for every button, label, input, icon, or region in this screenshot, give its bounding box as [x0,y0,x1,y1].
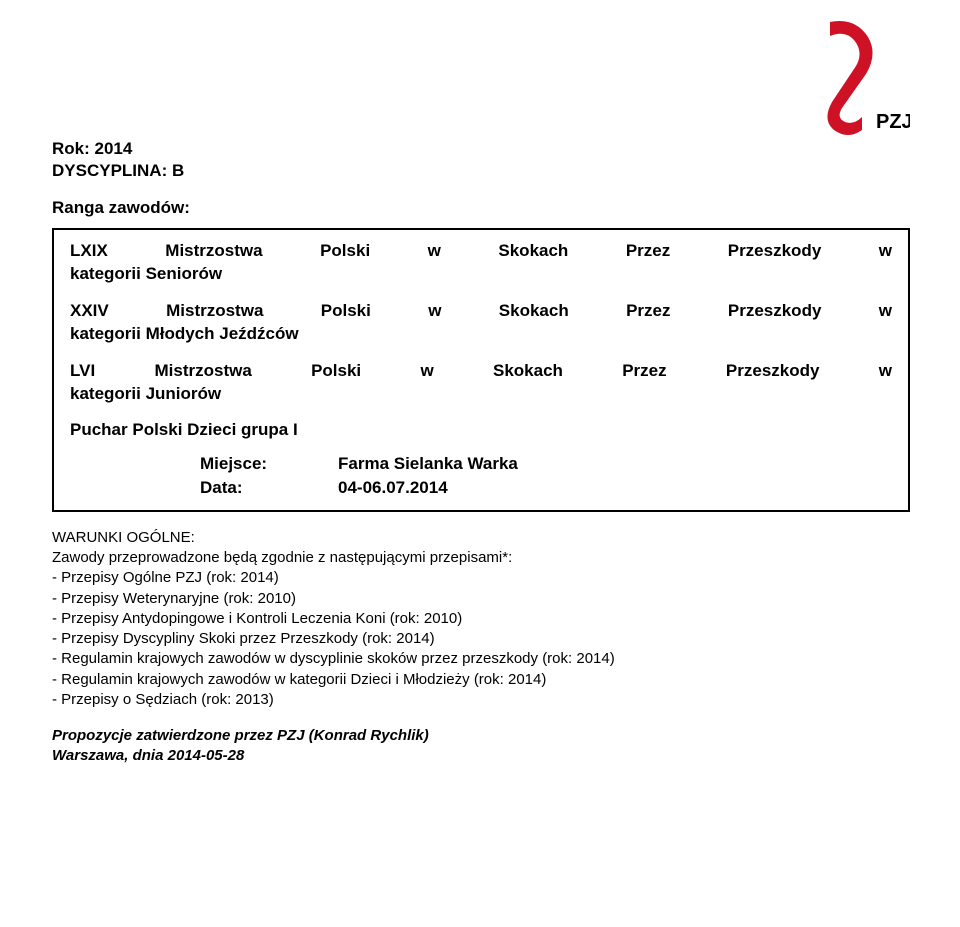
place-value: Farma Sielanka Warka [338,454,518,474]
footer-block: Propozycje zatwierdzone przez PZJ (Konra… [52,726,910,767]
event-3-line2: kategorii Juniorów [70,383,892,406]
condition-item: - Przepisy Antydopingowe i Kontroli Lecz… [52,609,910,629]
event-2-line1: XXIV Mistrzostwa Polski w Skokach Przez … [70,300,892,323]
event-1: LXIX Mistrzostwa Polski w Skokach Przez … [70,240,892,286]
condition-item: - Przepisy Weterynaryjne (rok: 2010) [52,589,910,609]
rok-label: Rok: [52,139,90,158]
event-3: LVI Mistrzostwa Polski w Skokach Przez P… [70,360,892,406]
rok-line: Rok: 2014 [52,138,910,160]
conditions-intro: Zawody przeprowadzone będą zgodnie z nas… [52,548,910,568]
event-box: LXIX Mistrzostwa Polski w Skokach Przez … [52,228,910,512]
date-label: Data: [200,478,320,498]
event-1-line1: LXIX Mistrzostwa Polski w Skokach Przez … [70,240,892,263]
header-block: Rok: 2014 DYSCYPLINA: B [52,138,910,182]
condition-item: - Regulamin krajowych zawodów w kategori… [52,670,910,690]
conditions-list: - Przepisy Ogólne PZJ (rok: 2014) - Prze… [52,568,910,710]
event-1-line2: kategorii Seniorów [70,263,892,286]
pzj-logo: PZJ [790,12,910,157]
event-2: XXIV Mistrzostwa Polski w Skokach Przez … [70,300,892,346]
conditions-block: WARUNKI OGÓLNE: Zawody przeprowadzone bę… [52,528,910,569]
condition-item: - Przepisy Dyscypliny Skoki przez Przesz… [52,629,910,649]
event-single: Puchar Polski Dzieci grupa I [70,420,892,440]
date-value: 04-06.07.2014 [338,478,448,498]
condition-item: - Przepisy o Sędziach (rok: 2013) [52,690,910,710]
svg-text:PZJ: PZJ [876,111,910,133]
dysc-label: DYSCYPLINA: [52,161,167,180]
place-label: Miejsce: [200,454,320,474]
place-row: Miejsce: Farma Sielanka Warka [70,454,892,474]
condition-item: - Regulamin krajowych zawodów w dyscypli… [52,649,910,669]
footer-line2: Warszawa, dnia 2014-05-28 [52,746,910,766]
dysc-value: B [172,161,184,180]
condition-item: - Przepisy Ogólne PZJ (rok: 2014) [52,568,910,588]
dysc-line: DYSCYPLINA: B [52,160,910,182]
event-2-line2: kategorii Młodych Jeźdźców [70,323,892,346]
footer-line1: Propozycje zatwierdzone przez PZJ (Konra… [52,726,910,746]
date-row: Data: 04-06.07.2014 [70,478,892,498]
event-3-line1: LVI Mistrzostwa Polski w Skokach Przez P… [70,360,892,383]
ranga-label: Ranga zawodów: [52,198,910,218]
conditions-heading: WARUNKI OGÓLNE: [52,528,910,548]
rok-value: 2014 [95,139,133,158]
